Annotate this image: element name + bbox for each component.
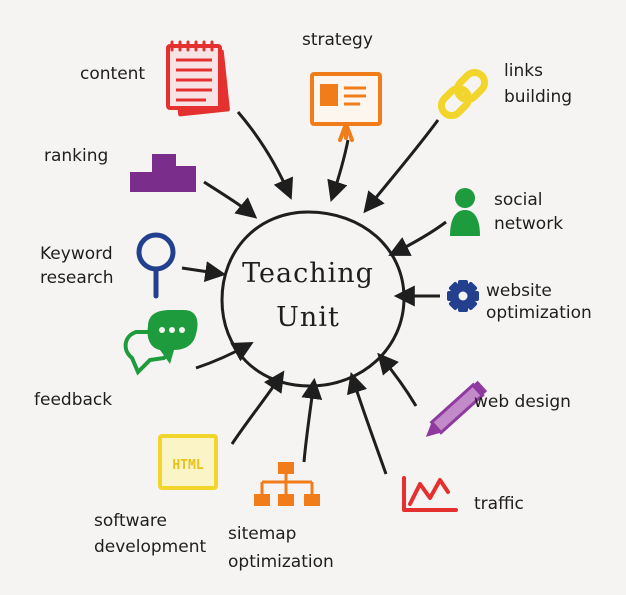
label-links-building: links building: [504, 61, 573, 107]
label-traffic: traffic: [474, 494, 524, 514]
speech-bubbles-icon: [123, 310, 198, 376]
gear-icon: [447, 280, 479, 312]
arrow-ranking: [203, 180, 258, 219]
arrow-keyword: [181, 261, 227, 283]
arrow-software: [230, 370, 285, 445]
label-web-design: web design: [474, 392, 571, 412]
presentation-board-icon: [310, 72, 382, 142]
label-website-optimization: website optimization: [486, 281, 592, 323]
label-software-development: software development: [94, 511, 207, 557]
chain-link-icon: [437, 68, 489, 120]
arrow-feedback: [195, 341, 254, 370]
arrow-social: [388, 220, 447, 256]
label-sitemap-optimization: sitemap optimization: [228, 524, 334, 572]
center-title-line1: Teaching: [242, 258, 374, 289]
arrow-traffic: [346, 371, 388, 475]
arrow-links: [363, 119, 440, 214]
sitemap-icon: [254, 462, 320, 506]
label-feedback: feedback: [34, 390, 113, 410]
center-title: Teaching Unit: [238, 252, 378, 340]
arrow-webdesign: [377, 352, 418, 407]
label-strategy: strategy: [302, 30, 373, 50]
arrow-content: [236, 111, 294, 200]
arrow-strategy: [327, 139, 350, 202]
notepad-icon: [166, 40, 230, 117]
html-document-icon: HTML: [158, 434, 218, 490]
pencil-icon: [425, 380, 488, 437]
person-icon: [450, 188, 480, 236]
chart-icon: [402, 476, 458, 512]
label-ranking: ranking: [44, 146, 109, 166]
label-social-network: social network: [494, 190, 564, 234]
label-keyword-research: Keyword research: [40, 244, 114, 288]
magnifier-icon: [136, 232, 176, 299]
html-badge-text: HTML: [172, 458, 203, 473]
center-title-line2: Unit: [276, 302, 340, 333]
podium-icon: [130, 154, 196, 192]
arrows: [181, 111, 447, 475]
label-content: content: [80, 64, 146, 84]
arrow-sitemap: [301, 377, 323, 463]
